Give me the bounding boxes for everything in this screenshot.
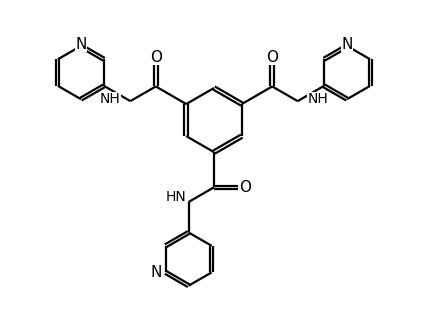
Text: N: N bbox=[75, 36, 86, 51]
Text: NH: NH bbox=[307, 92, 328, 106]
Text: O: O bbox=[239, 180, 251, 195]
Text: O: O bbox=[266, 50, 278, 65]
Text: NH: NH bbox=[100, 92, 121, 106]
Text: N: N bbox=[150, 265, 162, 280]
Text: O: O bbox=[150, 50, 162, 65]
Text: N: N bbox=[342, 36, 353, 51]
Text: HN: HN bbox=[166, 190, 187, 204]
